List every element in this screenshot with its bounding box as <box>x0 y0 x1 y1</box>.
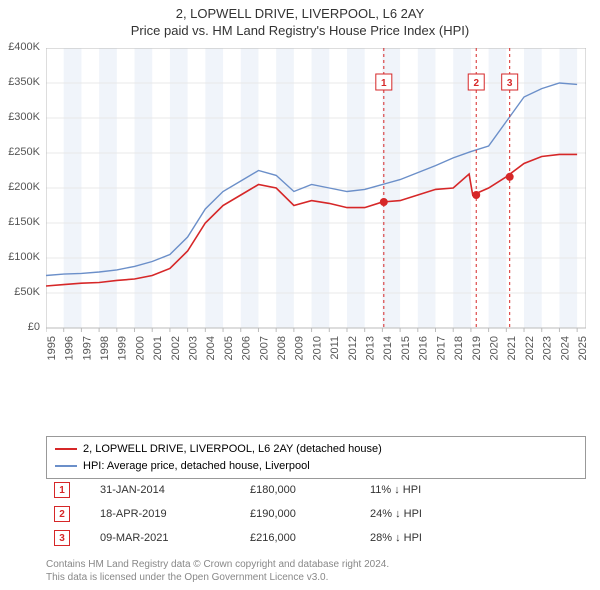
title-block: 2, LOPWELL DRIVE, LIVERPOOL, L6 2AY Pric… <box>0 0 600 38</box>
transaction-date: 31-JAN-2014 <box>100 484 220 496</box>
transaction-table: 1 31-JAN-2014 £180,000 11% ↓ HPI 2 18-APR-201… <box>46 478 586 550</box>
transaction-date: 18-APR-2019 <box>100 508 220 520</box>
transaction-marker: 2 <box>54 506 70 522</box>
svg-text:2019: 2019 <box>471 336 483 360</box>
transaction-price: £216,000 <box>250 532 340 544</box>
transaction-marker: 3 <box>54 530 70 546</box>
transaction-row: 3 09-MAR-2021 £216,000 28% ↓ HPI <box>46 526 586 550</box>
svg-text:2005: 2005 <box>223 336 235 360</box>
svg-text:2000: 2000 <box>134 336 146 360</box>
svg-text:2010: 2010 <box>311 336 323 360</box>
svg-text:2011: 2011 <box>329 336 341 360</box>
legend: 2, LOPWELL DRIVE, LIVERPOOL, L6 2AY (det… <box>46 436 586 479</box>
svg-text:1996: 1996 <box>64 336 76 360</box>
svg-text:1: 1 <box>381 78 387 89</box>
transaction-row: 1 31-JAN-2014 £180,000 11% ↓ HPI <box>46 478 586 502</box>
svg-text:1997: 1997 <box>81 336 93 360</box>
legend-swatch <box>55 448 77 450</box>
subtitle: Price paid vs. HM Land Registry's House … <box>0 23 600 38</box>
svg-text:2001: 2001 <box>152 336 164 360</box>
svg-text:2008: 2008 <box>276 336 288 360</box>
legend-label: 2, LOPWELL DRIVE, LIVERPOOL, L6 2AY (det… <box>83 441 382 458</box>
svg-text:2002: 2002 <box>170 336 182 360</box>
legend-swatch <box>55 465 77 467</box>
svg-text:2017: 2017 <box>435 336 447 360</box>
y-tick-label: £200K <box>8 181 40 193</box>
line-chart: 1 2 3 1995 1996 1997 1998 1999 2000 2001 2002 2003 2… <box>46 48 586 378</box>
svg-text:2013: 2013 <box>365 336 377 360</box>
svg-text:2015: 2015 <box>400 336 412 360</box>
svg-text:2: 2 <box>473 78 479 89</box>
transaction-row: 2 18-APR-2019 £190,000 24% ↓ HPI <box>46 502 586 526</box>
y-tick-label: £400K <box>8 41 40 53</box>
transaction-delta: 28% ↓ HPI <box>370 532 470 544</box>
y-tick-label: £100K <box>8 251 40 263</box>
y-tick-label: £150K <box>8 216 40 228</box>
svg-text:2020: 2020 <box>488 336 500 360</box>
svg-text:2007: 2007 <box>258 336 270 360</box>
legend-label: HPI: Average price, detached house, Live… <box>83 458 310 475</box>
svg-text:1998: 1998 <box>99 336 111 360</box>
svg-text:2012: 2012 <box>347 336 359 360</box>
y-tick-label: £350K <box>8 76 40 88</box>
footer: Contains HM Land Registry data © Crown c… <box>46 558 389 584</box>
svg-text:1999: 1999 <box>117 336 129 360</box>
legend-item: HPI: Average price, detached house, Live… <box>55 458 577 475</box>
svg-text:2003: 2003 <box>187 336 199 360</box>
svg-text:2024: 2024 <box>559 336 571 360</box>
y-tick-label: £300K <box>8 111 40 123</box>
svg-text:2009: 2009 <box>294 336 306 360</box>
svg-text:2023: 2023 <box>542 336 554 360</box>
footer-line1: Contains HM Land Registry data © Crown c… <box>46 558 389 571</box>
svg-text:2016: 2016 <box>418 336 430 360</box>
footer-line2: This data is licensed under the Open Gov… <box>46 571 389 584</box>
svg-text:1995: 1995 <box>46 336 58 360</box>
chart-container: 2, LOPWELL DRIVE, LIVERPOOL, L6 2AY Pric… <box>0 0 600 590</box>
y-tick-label: £50K <box>14 286 40 298</box>
svg-text:3: 3 <box>507 78 513 89</box>
address-title: 2, LOPWELL DRIVE, LIVERPOOL, L6 2AY <box>0 6 600 21</box>
transaction-marker: 1 <box>54 482 70 498</box>
transaction-delta: 24% ↓ HPI <box>370 508 470 520</box>
transaction-date: 09-MAR-2021 <box>100 532 220 544</box>
y-axis-labels: £0£50K£100K£150K£200K£250K£300K£350K£400… <box>0 48 44 328</box>
legend-item: 2, LOPWELL DRIVE, LIVERPOOL, L6 2AY (det… <box>55 441 577 458</box>
svg-text:2006: 2006 <box>241 336 253 360</box>
transaction-price: £190,000 <box>250 508 340 520</box>
svg-text:2025: 2025 <box>577 336 586 360</box>
y-tick-label: £0 <box>28 321 40 333</box>
transaction-delta: 11% ↓ HPI <box>370 484 470 496</box>
svg-text:2022: 2022 <box>524 336 536 360</box>
svg-text:2018: 2018 <box>453 336 465 360</box>
svg-text:2014: 2014 <box>382 336 394 360</box>
transaction-price: £180,000 <box>250 484 340 496</box>
svg-text:2021: 2021 <box>506 336 518 360</box>
y-tick-label: £250K <box>8 146 40 158</box>
svg-text:2004: 2004 <box>205 336 217 360</box>
